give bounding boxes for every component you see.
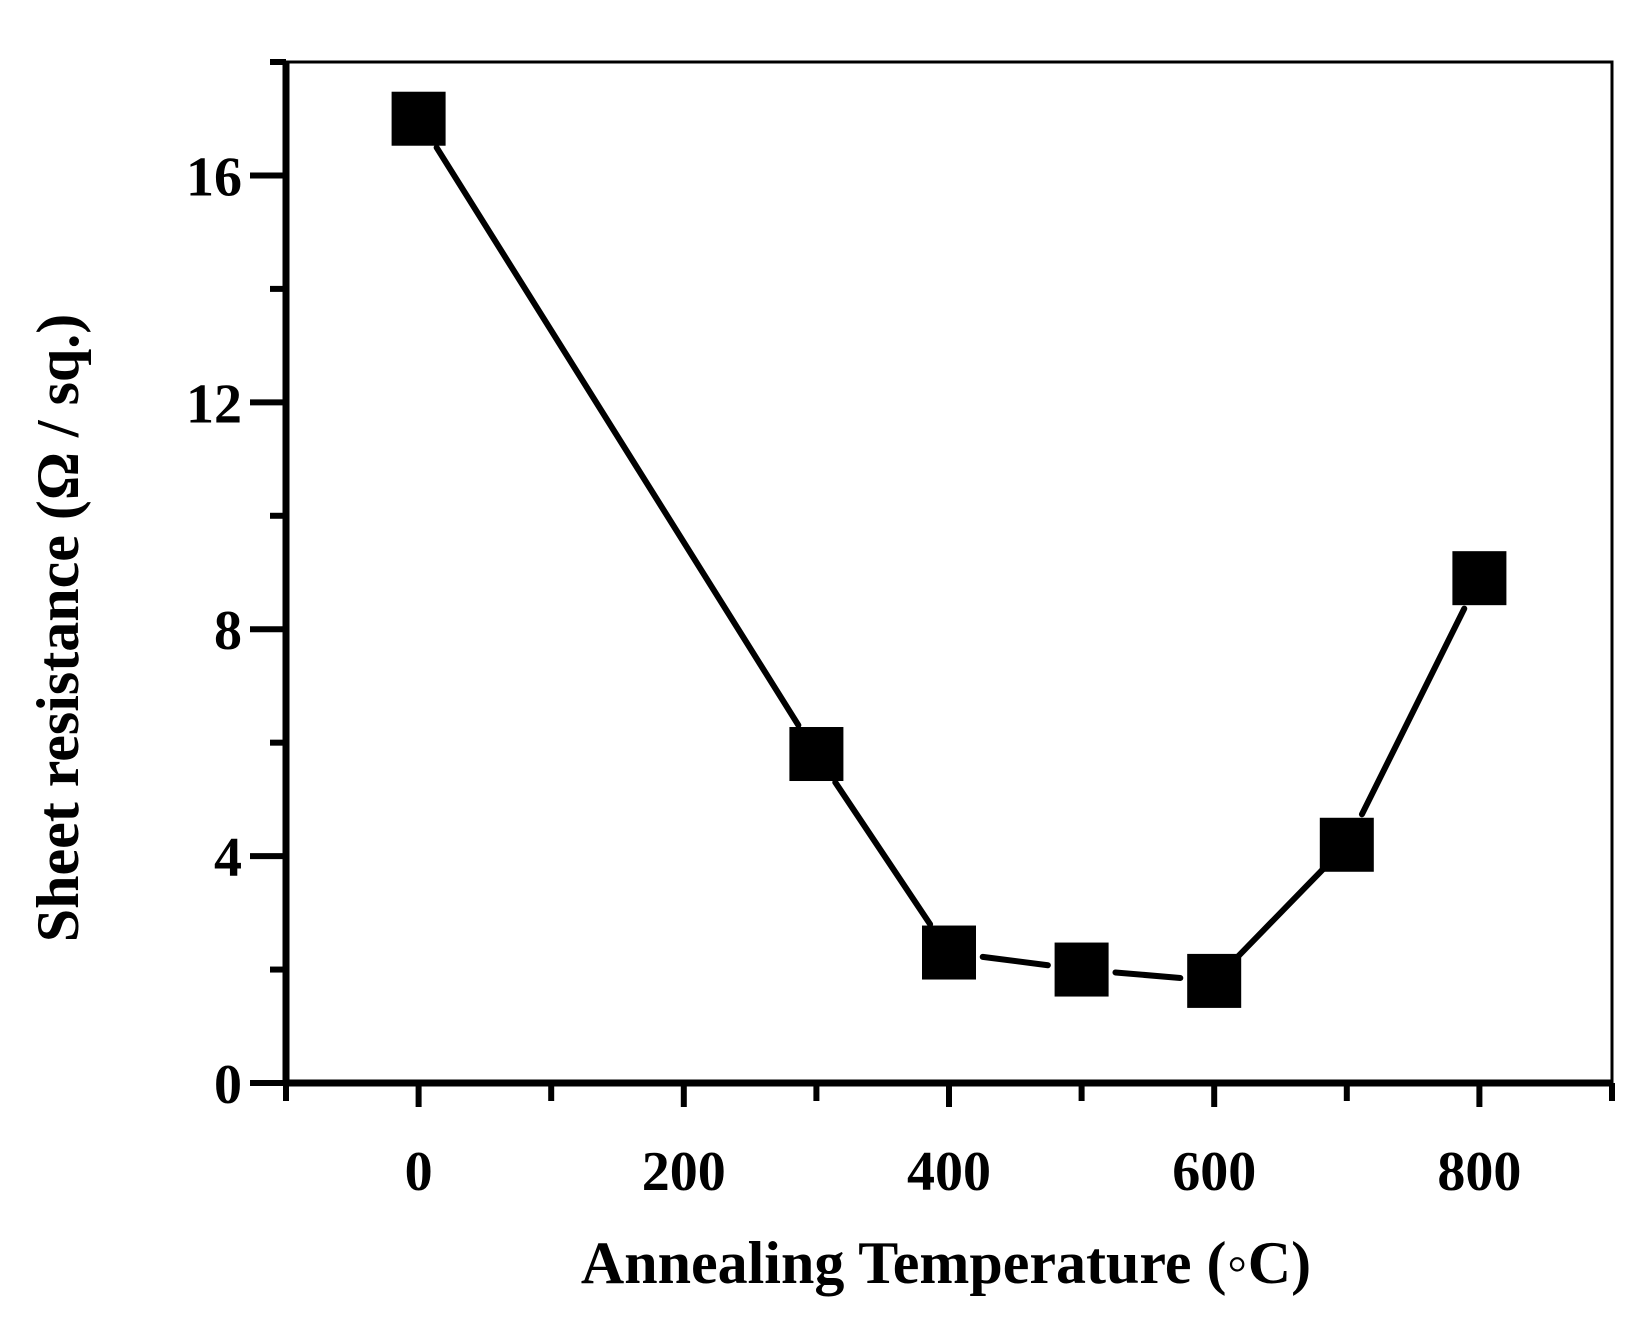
series-segment: [433, 144, 802, 729]
data-point-marker: [789, 727, 844, 782]
series-segment: [832, 779, 934, 928]
data-point-marker: [1054, 942, 1109, 997]
x-axis-title: Annealing Temperature (◦C): [581, 1230, 1311, 1296]
x-tick-label: 600: [1172, 1141, 1256, 1203]
series-markers: [391, 91, 1507, 1008]
series-segment: [1112, 969, 1184, 982]
y-axis-title: Sheet resistance (Ω / sq.): [25, 314, 91, 943]
series-segment: [979, 953, 1051, 969]
x-tick-label: 400: [907, 1141, 991, 1203]
y-tick-label: 12: [186, 373, 242, 435]
data-point-marker: [1452, 551, 1507, 606]
x-tick-label: 800: [1437, 1141, 1521, 1203]
x-tick-label: 200: [642, 1141, 726, 1203]
y-tick-label: 16: [186, 146, 242, 208]
data-point-marker: [922, 925, 976, 980]
data-point-marker: [391, 91, 446, 146]
series-line: [433, 144, 1468, 982]
x-tick-label: 0: [405, 1141, 433, 1203]
data-point-marker: [1187, 953, 1242, 1008]
y-tick-label: 0: [214, 1054, 242, 1116]
data-point-marker: [1319, 817, 1374, 872]
series-segment: [1234, 866, 1327, 960]
axis-ticks: [250, 59, 1615, 1107]
series-segment: [1358, 605, 1468, 818]
y-tick-label: 8: [214, 600, 242, 662]
tick-labels: 0 200 400 600 800 0 4 8 12 16: [186, 146, 1521, 1203]
y-tick-label: 4: [214, 827, 242, 889]
